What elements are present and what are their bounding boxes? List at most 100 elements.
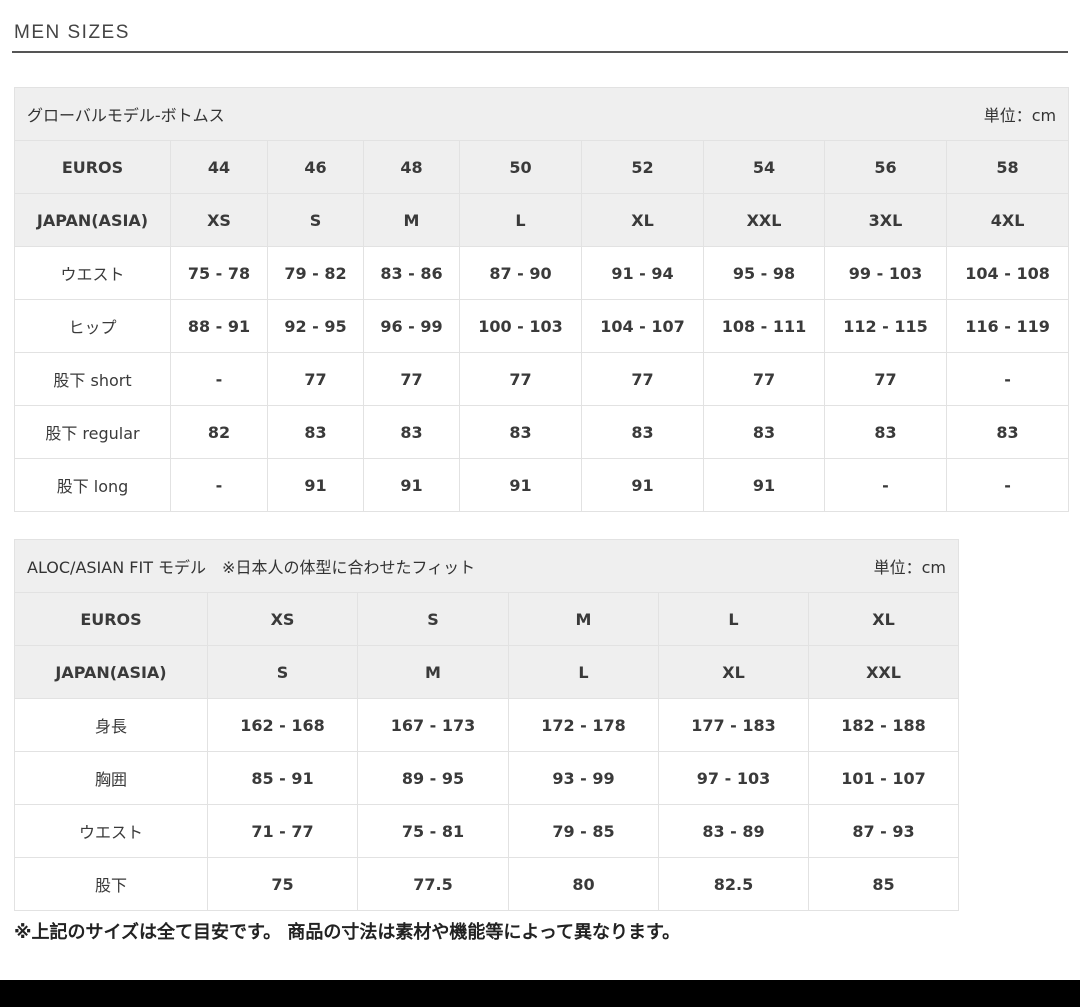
caption-row: 単位：cm ALOC/ASIAN FIT モデル ※日本人の体型に合わせたフィット [14, 539, 959, 593]
table-cell: 89 - 95 [357, 751, 509, 805]
table-cell: 87 - 90 [459, 246, 582, 300]
table-cell: 77 [824, 352, 947, 406]
table-cell: 87 - 93 [808, 804, 959, 858]
table-cell: 83 [581, 405, 704, 459]
row-label: ウエスト [14, 804, 208, 858]
row-label: ヒップ [14, 299, 171, 353]
table-row: ウエスト 75 - 78 79 - 82 83 - 86 87 - 90 91 - 94 9… [14, 246, 1070, 300]
table-cell: - [170, 458, 268, 512]
table-cell: 83 - 89 [658, 804, 809, 858]
table-row: ウエスト 71 - 77 75 - 81 79 - 85 83 - 89 87 - 93 [14, 804, 959, 858]
table-cell: 80 [508, 857, 659, 911]
unit-label: 単位：cm [983, 106, 1057, 125]
row-label: 股下 regular [14, 405, 171, 459]
row-label: EUROS [14, 592, 208, 646]
table-cell: 48 [363, 140, 460, 194]
table-row: 股下 regular 82 83 83 83 83 83 83 83 [14, 405, 1070, 459]
table-cell: M [357, 645, 509, 699]
table-cell: 58 [945, 140, 1070, 194]
table-cell: L [658, 592, 809, 646]
caption-row: 単位：cm グローバルモデル-ボトムス [13, 87, 1070, 141]
table-cell: 75 [207, 857, 358, 911]
table-cell: 3XL [824, 193, 947, 247]
table-cell: 71 - 77 [207, 804, 358, 858]
table-cell: S [207, 645, 358, 699]
table-cell: 79 - 82 [267, 246, 364, 300]
table-row: 股下 long -91 91 91 91 91- - [14, 458, 1070, 512]
table-cell: 91 [581, 458, 704, 512]
table-cell: 172 - 178 [508, 698, 659, 752]
row-label: 胸囲 [14, 751, 208, 805]
table-cell: - [170, 352, 268, 406]
size-disclaimer-note: ※上記のサイズは全て目安です。 商品の寸法は素材や機能等によって異なります。 [14, 922, 681, 943]
table-cell: 182 - 188 [808, 698, 959, 752]
table-cell: M [508, 592, 659, 646]
row-label: JAPAN(ASIA) [14, 193, 171, 247]
table-cell: 4XL [945, 193, 1070, 247]
table-caption: 単位：cm ALOC/ASIAN FIT モデル ※日本人の体型に合わせたフィット [14, 539, 959, 593]
row-label: 股下 [14, 857, 208, 911]
table-cell: 83 [703, 405, 825, 459]
table-cell: 83 [945, 405, 1070, 459]
table-cell: 83 [824, 405, 947, 459]
page-title: MEN SIZES [14, 22, 130, 43]
caption-text: ALOC/ASIAN FIT モデル ※日本人の体型に合わせたフィット [27, 558, 476, 577]
bottom-black-bar [0, 980, 1080, 1007]
table-row: 股下 short -77 77 77 77 77 77- [14, 352, 1070, 406]
table-cell: 75 - 81 [357, 804, 509, 858]
table-cell: 83 [459, 405, 582, 459]
table-cell: 83 - 86 [363, 246, 460, 300]
table-cell: 77 [581, 352, 704, 406]
table-cell: XS [207, 592, 358, 646]
table-cell: M [363, 193, 460, 247]
table-cell: 162 - 168 [207, 698, 358, 752]
size-header-row: JAPAN(ASIA) XS S M L XL XXL 3XL 4XL [14, 193, 1070, 247]
table-cell: 79 - 85 [508, 804, 659, 858]
row-label: 股下 short [14, 352, 171, 406]
asian-fit-size-table: 単位：cm ALOC/ASIAN FIT モデル ※日本人の体型に合わせたフィット… [14, 539, 959, 911]
table-cell: 50 [459, 140, 582, 194]
table-cell: 101 - 107 [808, 751, 959, 805]
table-cell: 104 - 107 [581, 299, 704, 353]
table-cell: 92 - 95 [267, 299, 364, 353]
size-header-row: EUROS XS S M L XL [14, 592, 959, 646]
table-cell: 44 [170, 140, 268, 194]
table-cell: 91 [459, 458, 582, 512]
table-cell: 91 [267, 458, 364, 512]
table-cell: 116 - 119 [945, 299, 1070, 353]
title-divider [12, 51, 1068, 53]
global-bottoms-size-table: 単位：cm グローバルモデル-ボトムス EUROS 44 46 48 50 52 54 56 58 J… [13, 87, 1070, 512]
table-cell: S [267, 193, 364, 247]
table-row: ヒップ 88 - 91 92 - 95 96 - 99 100 - 103 104 - 1… [14, 299, 1070, 353]
table-cell: 52 [581, 140, 704, 194]
table-caption: 単位：cm グローバルモデル-ボトムス [13, 87, 1070, 141]
table-cell: XL [808, 592, 959, 646]
table-cell: 91 [363, 458, 460, 512]
table-cell: XXL [808, 645, 959, 699]
table-cell: - [945, 352, 1070, 406]
table-cell: 77 [363, 352, 460, 406]
table-cell: 167 - 173 [357, 698, 509, 752]
table-cell: - [824, 458, 947, 512]
table-cell: 77 [703, 352, 825, 406]
row-label: EUROS [14, 140, 171, 194]
table-cell: XL [658, 645, 809, 699]
table-cell: 46 [267, 140, 364, 194]
row-label: ウエスト [14, 246, 171, 300]
table-cell: S [357, 592, 509, 646]
table-cell: 83 [267, 405, 364, 459]
unit-label: 単位：cm [873, 558, 946, 577]
table-cell: 112 - 115 [824, 299, 947, 353]
table-cell: XXL [703, 193, 825, 247]
table-cell: 85 [808, 857, 959, 911]
row-label: 股下 long [14, 458, 171, 512]
table-cell: L [508, 645, 659, 699]
table-row: 胸囲 85 - 91 89 - 95 93 - 99 97 - 103 101 - 107 [14, 751, 959, 805]
table-cell: 83 [363, 405, 460, 459]
table-cell: - [945, 458, 1070, 512]
table-cell: 82 [170, 405, 268, 459]
caption-text: グローバルモデル-ボトムス [27, 106, 225, 125]
table-cell: 77 [267, 352, 364, 406]
table-cell: 85 - 91 [207, 751, 358, 805]
table-row: 身長 162 - 168 167 - 173 172 - 178 177 - 183 18… [14, 698, 959, 752]
